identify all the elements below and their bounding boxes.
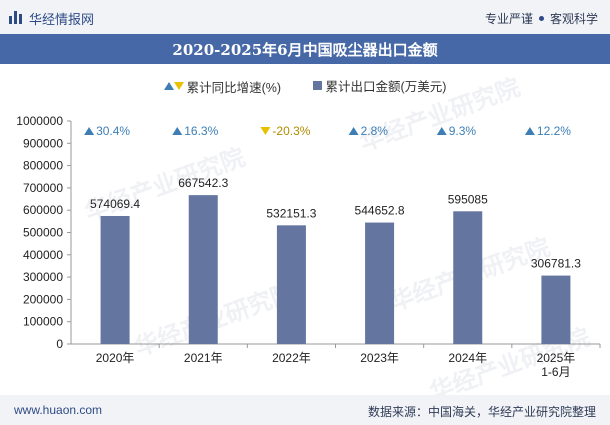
y-tick-label: 400000 bbox=[23, 248, 63, 262]
x-tick-label: 2022年 bbox=[272, 351, 311, 365]
bar bbox=[100, 215, 130, 344]
bar-value-label: 574069.4 bbox=[90, 197, 140, 211]
y-tick-label: 800000 bbox=[23, 159, 63, 173]
bar-value-label: 667542.3 bbox=[178, 176, 228, 190]
legend-item-growth: 累计同比增速(%) bbox=[163, 77, 282, 96]
bar-value-label: 595085 bbox=[448, 192, 488, 206]
footer: www.huaon.com 数据来源：中国海关，华经产业研究院整理 bbox=[0, 395, 610, 425]
logo-icon bbox=[9, 11, 23, 24]
square-icon bbox=[312, 81, 322, 90]
y-tick-label: 500000 bbox=[23, 226, 63, 240]
growth-label: 30.4% bbox=[96, 124, 130, 138]
x-tick-label: 2023年 bbox=[360, 351, 399, 365]
y-tick-label: 100000 bbox=[23, 315, 63, 329]
growth-label: 12.2% bbox=[537, 124, 571, 138]
site-url: www.huaon.com bbox=[14, 403, 103, 417]
chart-title: 2020-2025年6月中国吸尘器出口金额 bbox=[172, 41, 438, 59]
bar-value-label: 544652.8 bbox=[355, 204, 405, 218]
x-tick-label: 2024年 bbox=[448, 351, 487, 365]
tagline-right: 客观科学 bbox=[549, 12, 598, 26]
legend-label-export: 累计出口金额(万美元) bbox=[325, 80, 447, 94]
legend-item-export: 累计出口金额(万美元) bbox=[312, 76, 447, 95]
bar bbox=[453, 211, 483, 344]
y-tick-label: 900000 bbox=[23, 136, 63, 150]
growth-label: 16.3% bbox=[184, 124, 218, 138]
y-tick-label: 1000000 bbox=[16, 114, 63, 128]
bar bbox=[188, 195, 218, 344]
growth-label: 9.3% bbox=[449, 124, 477, 138]
title-bar: 2020-2025年6月中国吸尘器出口金额 bbox=[0, 34, 610, 64]
y-tick-label: 700000 bbox=[23, 181, 63, 195]
bar bbox=[276, 225, 306, 344]
bar bbox=[365, 222, 395, 344]
growth-up-marker bbox=[348, 127, 359, 135]
bar-value-label: 532151.3 bbox=[266, 206, 316, 220]
growth-up-marker bbox=[84, 127, 95, 135]
dot-icon bbox=[538, 16, 544, 22]
bar-value-label: 306781.3 bbox=[531, 257, 581, 271]
growth-up-marker bbox=[524, 127, 535, 135]
x-tick-label: 1-6月 bbox=[541, 365, 570, 379]
data-source: 数据来源：中国海关，华经产业研究院整理 bbox=[367, 405, 596, 419]
growth-up-marker bbox=[172, 127, 183, 135]
growth-label: -20.3% bbox=[272, 124, 310, 138]
y-tick-label: 200000 bbox=[23, 292, 63, 306]
triangle-down-icon bbox=[173, 82, 184, 90]
x-tick-label: 2025年 bbox=[537, 351, 576, 365]
growth-label: 2.8% bbox=[361, 124, 389, 138]
y-tick-label: 600000 bbox=[23, 203, 63, 217]
triangle-up-icon bbox=[163, 82, 174, 90]
growth-up-marker bbox=[436, 127, 447, 135]
x-tick-label: 2020年 bbox=[96, 351, 135, 365]
brand-name: 华经情报网 bbox=[29, 12, 95, 27]
tagline: 专业严谨 客观科学 bbox=[485, 10, 598, 27]
legend-label-growth: 累计同比增速(%) bbox=[186, 80, 282, 95]
y-tick-label: 300000 bbox=[23, 270, 63, 284]
top-bar: 华经情报网 专业严谨 客观科学 bbox=[0, 0, 610, 34]
tagline-left: 专业严谨 bbox=[484, 12, 533, 26]
legend: 累计同比增速(%) 累计出口金额(万美元) bbox=[0, 76, 610, 96]
y-tick-label: 0 bbox=[56, 337, 63, 351]
x-tick-label: 2021年 bbox=[184, 351, 223, 365]
bar bbox=[541, 275, 571, 344]
growth-down-marker bbox=[260, 127, 271, 135]
